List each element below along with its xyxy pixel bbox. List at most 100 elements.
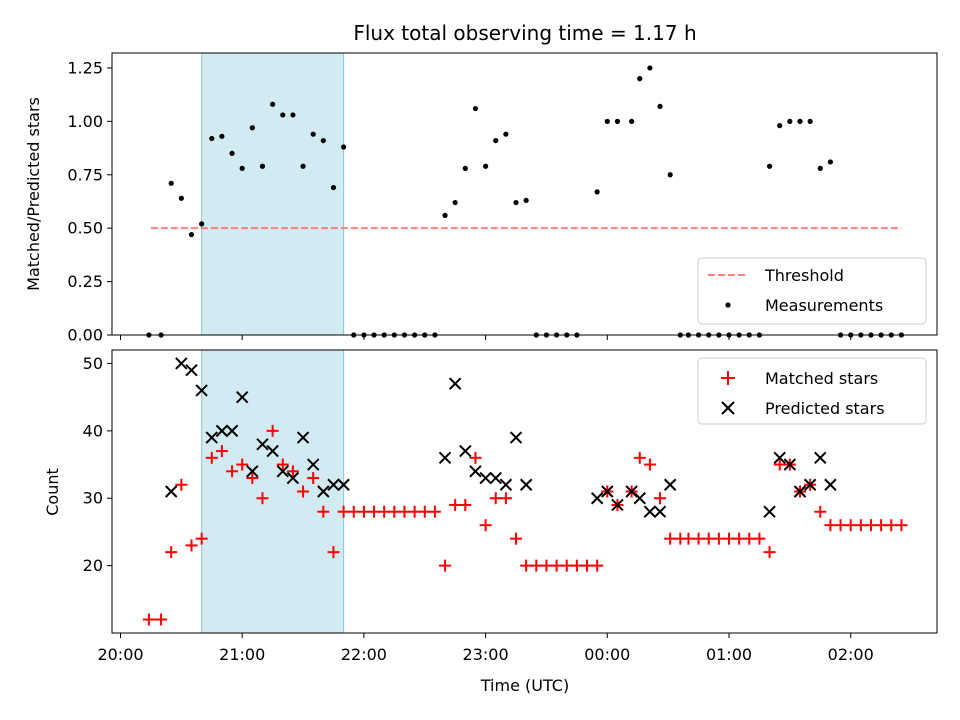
measurement-point bbox=[249, 125, 255, 131]
matched-star-point bbox=[439, 559, 452, 572]
predicted-star-point bbox=[601, 485, 614, 498]
measurement-point bbox=[766, 163, 773, 169]
measurement-point bbox=[647, 65, 653, 71]
predicted-star-point bbox=[256, 438, 269, 451]
measurement-point bbox=[604, 118, 610, 124]
x-tick-label: 01:00 bbox=[706, 645, 752, 664]
predicted-star-point bbox=[489, 471, 502, 485]
predicted-star-point bbox=[509, 431, 523, 444]
measurement-point bbox=[807, 118, 813, 124]
predicted-star-point bbox=[175, 357, 188, 370]
predicted-star-point bbox=[469, 465, 482, 478]
x-tick-label: 02:00 bbox=[828, 645, 874, 664]
predicted-star-point bbox=[327, 478, 340, 491]
matched-star-point bbox=[712, 532, 725, 545]
bottom-x-ticks: 20:00 21:00 22:00 23:00 00:00 01:00 02:00 bbox=[97, 633, 874, 664]
predicted-star-point bbox=[793, 485, 807, 498]
matched-stars-points bbox=[142, 424, 908, 626]
top-panel: 0.00 0.25 0.50 0.75 1.00 1.25 Matched/Predict… bbox=[24, 52, 938, 345]
measurement-point bbox=[178, 195, 184, 201]
matched-star-point bbox=[753, 532, 766, 545]
predicted-star-point bbox=[783, 458, 797, 471]
x-tick-label: 23:00 bbox=[463, 645, 509, 664]
top-y-tick-label: 1.25 bbox=[67, 58, 103, 77]
x-tick-label: 21:00 bbox=[219, 645, 265, 664]
measurement-point bbox=[797, 118, 803, 124]
x-axis-label: Time (UTC) bbox=[480, 676, 569, 695]
matched-star-point bbox=[550, 559, 563, 572]
matched-star-point bbox=[499, 492, 512, 505]
matched-star-point bbox=[266, 424, 279, 437]
matched-star-point bbox=[215, 445, 228, 458]
matched-star-point bbox=[418, 505, 431, 518]
matched-star-point bbox=[368, 505, 381, 518]
measurement-point bbox=[259, 163, 266, 169]
measurement-point bbox=[290, 112, 296, 118]
measurement-point bbox=[219, 133, 225, 139]
top-y-axis-label: Matched/Predicted stars bbox=[24, 97, 43, 291]
matched-star-point bbox=[824, 519, 837, 532]
matched-star-point bbox=[185, 539, 198, 552]
matched-star-point bbox=[388, 505, 401, 518]
measurement-point bbox=[229, 150, 235, 157]
matched-star-point bbox=[591, 559, 604, 572]
top-x-ticks bbox=[120, 335, 852, 340]
matched-star-point bbox=[570, 559, 583, 572]
measurement-point bbox=[594, 189, 600, 195]
predicted-star-point bbox=[205, 431, 218, 444]
predicted-star-point bbox=[438, 451, 452, 465]
matched-star-point bbox=[814, 505, 827, 518]
matched-star-point bbox=[664, 532, 677, 545]
matched-star-point bbox=[246, 472, 259, 485]
predicted-star-point bbox=[824, 478, 837, 491]
measurement-point bbox=[787, 118, 793, 124]
bottom-y-tick-label: 30 bbox=[83, 489, 103, 508]
top-plot-frame bbox=[111, 52, 938, 336]
predicted-star-point bbox=[590, 492, 604, 505]
measurement-point bbox=[629, 118, 635, 124]
matched-star-point bbox=[357, 505, 370, 518]
bottom-shaded-interval-layer bbox=[201, 349, 345, 634]
measurement-point bbox=[462, 165, 468, 171]
matched-star-point bbox=[469, 451, 482, 464]
matched-star-point bbox=[895, 519, 908, 532]
x-tick-label: 20:00 bbox=[97, 645, 143, 664]
measurement-point bbox=[523, 197, 529, 204]
matched-star-point bbox=[702, 532, 715, 545]
legend-predicted-swatch bbox=[721, 401, 735, 415]
matched-star-point bbox=[408, 505, 421, 518]
legend-matched-label: Matched stars bbox=[765, 369, 878, 388]
measurement-point bbox=[300, 163, 306, 169]
measurement-point bbox=[817, 165, 823, 171]
measurement-point bbox=[442, 212, 448, 218]
bottom-shaded-interval bbox=[201, 349, 345, 634]
matched-star-point bbox=[327, 546, 340, 559]
measurement-point bbox=[827, 159, 834, 165]
bottom-y-tick-label: 50 bbox=[83, 354, 103, 373]
predicted-star-point bbox=[266, 444, 279, 458]
predicted-star-point bbox=[519, 478, 533, 491]
matched-star-point bbox=[175, 478, 188, 491]
matched-star-point bbox=[654, 492, 667, 505]
matched-star-point bbox=[875, 519, 888, 532]
matched-star-point bbox=[692, 532, 705, 545]
measurement-point bbox=[503, 131, 509, 137]
predicted-star-point bbox=[215, 424, 229, 438]
predicted-star-point bbox=[296, 431, 310, 444]
predicted-star-point bbox=[195, 384, 208, 397]
measurement-point bbox=[452, 199, 458, 206]
matched-star-point bbox=[743, 532, 756, 545]
matched-star-point bbox=[763, 546, 776, 559]
predicted-star-point bbox=[306, 458, 320, 471]
top-y-tick-label: 0.50 bbox=[67, 219, 103, 238]
matched-star-point bbox=[773, 458, 786, 471]
matched-star-point bbox=[195, 532, 208, 545]
measurement-point bbox=[483, 163, 489, 169]
bottom-legend-box bbox=[697, 357, 927, 425]
matched-star-point bbox=[510, 532, 523, 545]
measurement-point bbox=[188, 231, 195, 238]
matched-star-point bbox=[581, 559, 594, 572]
measurement-point bbox=[280, 112, 286, 118]
matched-star-point bbox=[479, 519, 492, 532]
matched-star-point bbox=[236, 458, 249, 471]
